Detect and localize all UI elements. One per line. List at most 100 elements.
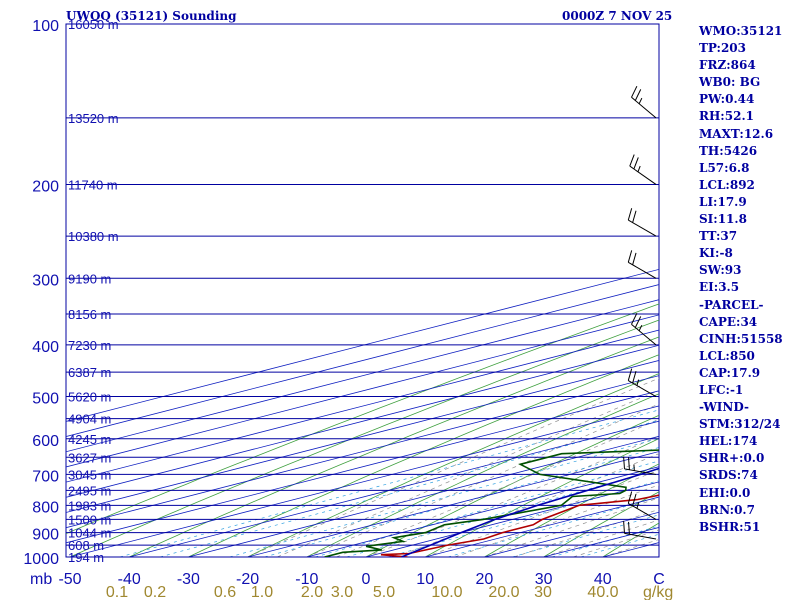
- isotherm: [69, 405, 659, 557]
- index-item: BRN:0.7: [699, 502, 755, 517]
- isotherm: [66, 375, 659, 529]
- pressure-tick-label: 500: [32, 391, 59, 408]
- isotherm: [66, 344, 659, 498]
- temperature-tick-label: 20: [476, 571, 494, 588]
- height-label: 3627 m: [68, 450, 111, 465]
- index-item: WMO:35121: [699, 24, 783, 38]
- index-item: EHI:0.0: [699, 485, 751, 500]
- pressure-tick-label: 800: [32, 499, 59, 516]
- height-label: 6387 m: [68, 365, 111, 380]
- mixing-ratio-unit: g/kg: [643, 584, 673, 600]
- index-item: -PARCEL-: [699, 297, 764, 312]
- wind-barb: [627, 491, 657, 520]
- temperature-tick-label: 30: [535, 571, 553, 588]
- isotherm: [247, 451, 659, 557]
- pressure-tick-label: 700: [32, 468, 59, 485]
- isotherm: [66, 284, 659, 438]
- isotherm: [306, 466, 659, 557]
- index-item: SHR+:0.0: [699, 451, 765, 466]
- index-item: CINH:51558: [699, 331, 783, 346]
- height-label: 2495 m: [68, 483, 111, 498]
- height-label: 10380 m: [68, 229, 119, 244]
- chart-timestamp: 0000Z 7 NOV 25: [562, 9, 673, 23]
- isotherm: [66, 360, 659, 513]
- isotherm: [188, 435, 659, 557]
- pressure-tick-label: 1000: [23, 551, 59, 568]
- height-label: 1044 m: [68, 526, 111, 541]
- index-item: KI:-8: [699, 246, 733, 261]
- background-lines: [66, 268, 659, 557]
- wind-barb: [629, 154, 657, 185]
- temperature-tick-label: 10: [416, 571, 434, 588]
- isotherm: [129, 420, 659, 557]
- height-label: 13520 m: [68, 111, 119, 126]
- pressure-tick-label: 600: [32, 433, 59, 450]
- index-item: SRDS:74: [699, 468, 758, 483]
- dry-adiabat: [69, 319, 659, 557]
- index-item: CAP:17.9: [699, 365, 761, 380]
- moist-adiabat: [277, 389, 659, 557]
- pressure-tick-label: 300: [32, 272, 59, 289]
- height-label: 4904 m: [68, 412, 111, 427]
- mixing-ratio-label: 1.0: [251, 584, 273, 600]
- index-item: SI:11.8: [699, 212, 747, 227]
- wind-barb: [631, 85, 657, 119]
- temperature-tick-label: -20: [236, 571, 259, 588]
- mixing-ratio-label: 0.2: [144, 584, 166, 600]
- chart-title: UWQQ (35121) Sounding: [66, 9, 237, 23]
- index-item: WB0: BG: [699, 75, 761, 90]
- pressure-tick-label: 100: [32, 18, 59, 35]
- y-axis-unit: mb: [30, 571, 52, 588]
- index-item: CAPE:34: [699, 314, 758, 329]
- index-item: FRZ:864: [699, 58, 756, 73]
- index-item: EI:3.5: [699, 280, 740, 295]
- index-item: RH:52.1: [699, 109, 754, 124]
- index-item: STM:312/24: [699, 417, 781, 432]
- temperature-tick-label: -40: [118, 571, 141, 588]
- height-label: 1500 m: [68, 512, 111, 527]
- index-item: LI:17.9: [699, 194, 747, 209]
- index-item: L57:6.8: [699, 160, 750, 175]
- temperature-tick-label: 0: [362, 571, 371, 588]
- height-label: 608 m: [68, 538, 104, 553]
- sounding-line-0: [380, 494, 659, 557]
- mixing-ratio-line: [119, 409, 659, 557]
- sounding-line-1: [324, 449, 659, 557]
- mixing-ratio-label: 0.6: [214, 584, 236, 600]
- index-item: LCL:892: [699, 177, 755, 192]
- indices-panel: WMO:35121 TP:203 FRZ:864 WB0: BG PW:0.44 RH:5…: [699, 23, 799, 536]
- mixing-ratio-label: 0.1: [106, 584, 128, 600]
- temperature-tick-label: 40: [594, 571, 612, 588]
- temperature-tick-label: -50: [58, 571, 81, 588]
- index-item: -WIND-: [699, 400, 749, 415]
- wind-barb: [631, 312, 657, 346]
- index-item: HEL:174: [699, 434, 758, 449]
- height-label: 7230 m: [68, 338, 111, 353]
- height-label: 11740 m: [68, 177, 118, 192]
- plot-frame: [65, 23, 660, 558]
- index-item: MAXT:12.6: [699, 126, 774, 141]
- moist-adiabat: [247, 377, 659, 557]
- mixing-ratio-label: 3.0: [331, 584, 353, 600]
- index-item: LCL:850: [699, 348, 755, 363]
- mixing-ratio-label: 10.0: [431, 584, 462, 600]
- height-label: 8156 m: [68, 307, 111, 322]
- mixing-ratio-label: 30: [534, 584, 552, 600]
- mixing-ratio-label: 5.0: [373, 584, 395, 600]
- moist-adiabat: [425, 469, 659, 557]
- isotherm: [66, 390, 659, 544]
- wind-barb: [627, 208, 657, 237]
- height-label: 5620 m: [68, 390, 111, 405]
- pressure-tick-label: 200: [32, 178, 59, 195]
- height-label: 1983 m: [68, 498, 111, 513]
- mixing-ratio-label: 2.0: [301, 584, 323, 600]
- temperature-tick-label: -30: [177, 571, 200, 588]
- temperature-tick-label: -10: [295, 571, 318, 588]
- index-item: TT:37: [699, 229, 738, 244]
- isotherm: [66, 329, 659, 483]
- index-item: TH:5426: [699, 143, 758, 158]
- wind-barb: [627, 368, 657, 397]
- pressure-tick-label: 900: [32, 527, 59, 544]
